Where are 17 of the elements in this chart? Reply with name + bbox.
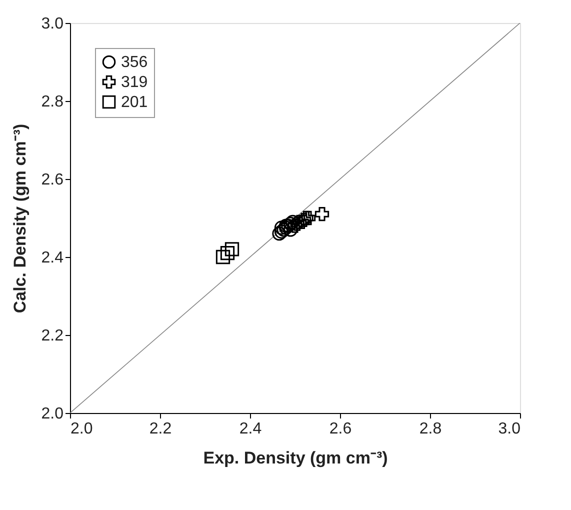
y-axis-title: Calc. Density (gm cm⁻³) [10, 124, 30, 314]
x-tick-label: 2.0 [70, 420, 93, 438]
x-axis-title: Exp. Density (gm cm⁻³) [203, 448, 388, 468]
y-tick-label: 2.4 [41, 250, 64, 266]
y-tick-label: 2.8 [41, 94, 64, 110]
y-tick-label: 2.6 [41, 172, 64, 188]
legend-label: 319 [121, 74, 148, 91]
x-tick-label: 2.6 [329, 420, 352, 438]
x-tick-label: 2.4 [239, 420, 262, 438]
x-tick-label: 2.8 [419, 420, 442, 438]
legend-label: 201 [121, 94, 148, 111]
x-tick-label: 3.0 [498, 420, 521, 438]
y-tick-label: 2.0 [41, 406, 64, 422]
x-tick-label: 2.2 [149, 420, 172, 438]
legend-label: 356 [121, 54, 148, 71]
y-tick-label: 3.0 [41, 16, 64, 32]
y-tick-label: 2.2 [41, 328, 64, 344]
